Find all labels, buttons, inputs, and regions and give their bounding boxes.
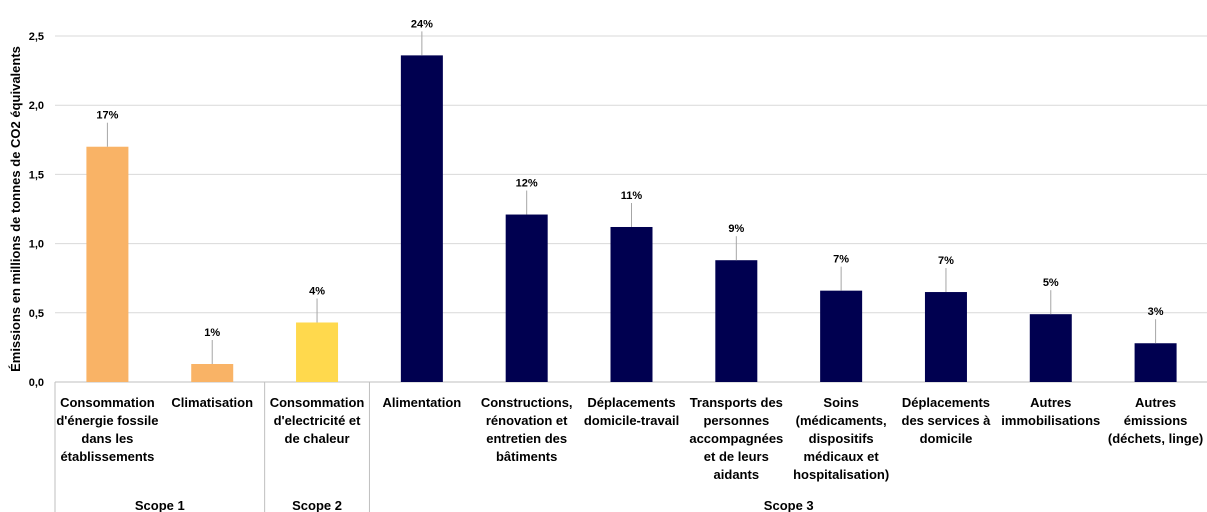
y-tick-label: 2,0 bbox=[29, 100, 44, 112]
y-tick-label: 0,0 bbox=[29, 377, 44, 389]
data-label: 17% bbox=[96, 110, 118, 122]
data-label: 5% bbox=[1043, 277, 1059, 289]
category-label: Déplacements des services à domicile bbox=[902, 395, 992, 446]
scope-label: Scope 3 bbox=[764, 498, 814, 512]
category-label: Consommation d'énergie fossile dans les éta… bbox=[56, 395, 158, 464]
scope-label: Scope 2 bbox=[292, 498, 342, 512]
bar bbox=[715, 260, 758, 382]
category-label: Climatisation bbox=[171, 395, 253, 410]
bar bbox=[296, 322, 339, 382]
category-label: Transports des personnes accompagnées et de… bbox=[689, 395, 783, 482]
data-label: 3% bbox=[1148, 306, 1164, 318]
category-label: Consommation d'electricité et de chaleur bbox=[270, 395, 365, 446]
category-label: Déplacements domicile-travail bbox=[584, 395, 679, 428]
bar bbox=[1029, 314, 1072, 382]
bar bbox=[505, 214, 548, 382]
data-label: 24% bbox=[411, 18, 433, 30]
bar bbox=[400, 55, 443, 382]
data-label: 11% bbox=[621, 190, 643, 202]
y-tick-label: 1,0 bbox=[29, 239, 44, 251]
scope-label: Scope 1 bbox=[135, 498, 185, 512]
category-label: Constructions, rénovation et entretien des… bbox=[481, 395, 573, 464]
category-label: Autres émissions (déchets, linge) bbox=[1108, 395, 1203, 446]
data-label: 7% bbox=[833, 254, 849, 266]
bar bbox=[191, 364, 234, 382]
y-tick-label: 2,5 bbox=[29, 31, 44, 43]
bar bbox=[924, 292, 967, 382]
y-tick-label: 1,5 bbox=[29, 169, 44, 181]
bar bbox=[820, 290, 863, 382]
y-axis-title: Émissions en millions de tonnes de CO2 é… bbox=[8, 46, 23, 372]
data-label: 12% bbox=[516, 178, 538, 190]
data-label: 1% bbox=[204, 327, 220, 339]
y-tick-label: 0,5 bbox=[29, 308, 44, 320]
category-label: Alimentation bbox=[382, 395, 461, 410]
data-label: 9% bbox=[728, 223, 744, 235]
category-label: Soins (médicaments, dispositifs médicaux et… bbox=[793, 395, 889, 482]
bar bbox=[86, 146, 129, 382]
bar bbox=[610, 226, 653, 382]
data-label: 7% bbox=[938, 255, 954, 267]
category-label: Autres immobilisations bbox=[1001, 395, 1100, 428]
data-label: 4% bbox=[309, 285, 325, 297]
bar bbox=[1134, 343, 1177, 382]
